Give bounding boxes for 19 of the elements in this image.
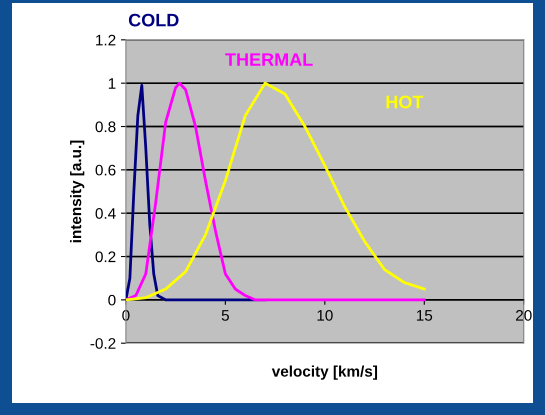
y-tick-label: 0.8: [96, 121, 116, 132]
x-tick-label: 0: [122, 310, 130, 321]
text: COLD: [128, 14, 179, 26]
y-tick-label: 0.2: [96, 251, 116, 262]
y-axis-title: intensity [a.u.]: [70, 140, 84, 242]
y-tick-label: 1: [108, 78, 116, 89]
line-series: [126, 82, 426, 302]
x-tick-label: 20: [516, 310, 532, 321]
text: THERMAL: [225, 53, 313, 66]
x-axis-title: velocity [km/s]: [272, 366, 378, 380]
y-tick-label: 1.2: [96, 34, 116, 46]
x-tick-label: 5: [222, 310, 229, 321]
text: HOT: [386, 96, 424, 108]
y-tick-label: 0.6: [96, 164, 116, 176]
x-tick-label: 15: [416, 310, 432, 321]
x-tick-label: 10: [317, 310, 333, 321]
y-tick-label: 0: [108, 294, 116, 306]
y-tick-label: -0.2: [90, 338, 116, 349]
y-tick-label: 0.4: [96, 208, 116, 219]
